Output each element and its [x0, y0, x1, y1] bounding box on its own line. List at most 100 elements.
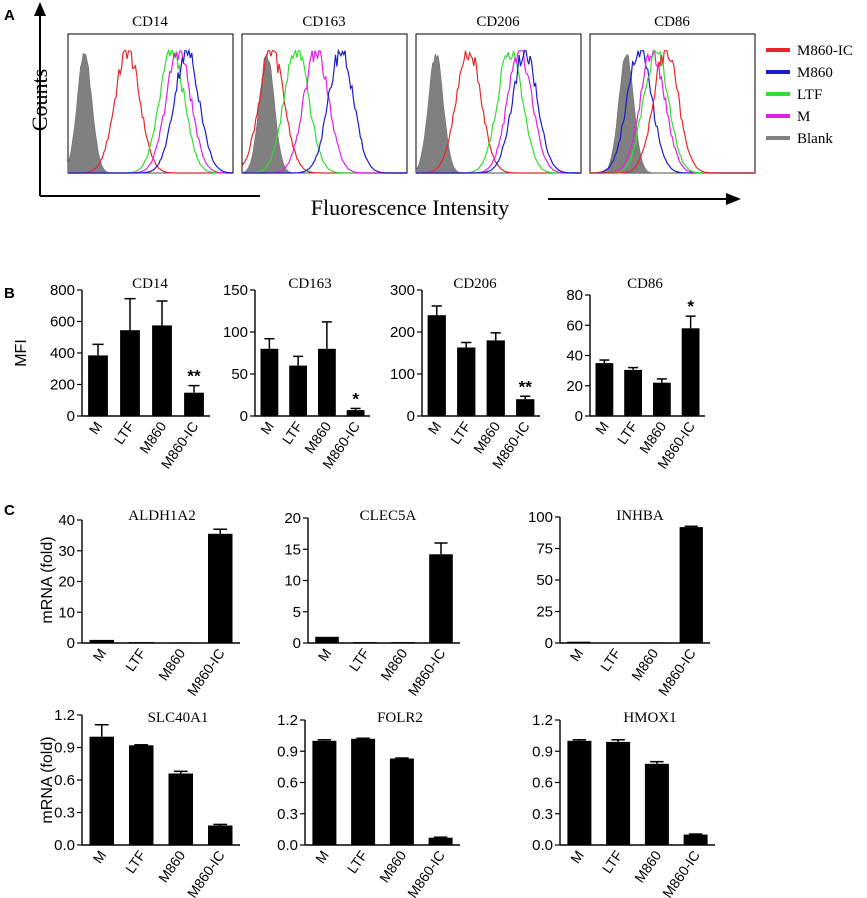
y-tick-label: 0: [293, 635, 301, 652]
chart-title: CD163: [288, 276, 331, 292]
y-tick-label: 0.9: [54, 740, 75, 757]
bar: [351, 738, 376, 846]
x-tick-label: M: [86, 419, 106, 438]
x-tick-label: M860-IC: [405, 646, 449, 699]
y-tick-label: 60: [566, 317, 583, 334]
y-tick-label: 0.6: [54, 772, 75, 789]
x-tick-label: M860-IC: [404, 848, 448, 898]
x-tick-label: M: [312, 848, 332, 867]
histogram-curve-blank: [415, 53, 581, 174]
y-tick-label: 40: [58, 512, 75, 529]
bar: [289, 365, 307, 416]
significance-label: *: [687, 297, 694, 316]
chart-title: HMOX1: [623, 710, 676, 726]
x-tick-label: M860: [377, 645, 410, 683]
y-tick-label: 800: [50, 282, 75, 299]
bar: [318, 348, 336, 416]
x-tick-label: M860-IC: [659, 848, 703, 898]
histogram-curve-m860: [589, 50, 755, 174]
bar: [260, 348, 279, 416]
chart-title: FOLR2: [377, 710, 423, 726]
y-tick-label: 20: [284, 510, 301, 527]
x-tick-label: LTF: [597, 646, 624, 675]
bar: [168, 773, 193, 845]
bar: [88, 355, 108, 416]
bar-chart-aldh1a2: 0 10 20 30 40 ALDH1A2 mRNA (fold) M LTF M860M860-…: [39, 508, 240, 699]
y-tick-label: 100: [390, 366, 415, 383]
y-tick-label: 5: [293, 604, 301, 621]
bar: [428, 837, 453, 845]
bar: [516, 399, 535, 416]
y-tick-label: 50: [231, 366, 248, 383]
y-tick-label: 0.6: [277, 775, 298, 792]
y-tick-label: 0.9: [532, 743, 553, 760]
bar: [208, 533, 233, 643]
y-tick-label: 80: [566, 287, 583, 304]
histogram-title: CD206: [476, 14, 520, 30]
x-tick-label: M: [89, 646, 109, 665]
x-tick-label: LTF: [614, 419, 641, 448]
y-tick-label: 0.6: [532, 775, 553, 792]
bar: [89, 736, 114, 845]
bar: [89, 639, 114, 643]
y-tick-label: 600: [50, 314, 75, 331]
bar: [129, 745, 154, 845]
y-tick-label: 20: [566, 378, 583, 395]
histogram-curve-m860: [416, 50, 581, 174]
histogram-curve-blank: [67, 53, 233, 174]
legend-label: Blank: [797, 131, 833, 147]
y-tick-label: 0: [407, 408, 415, 425]
legend-label: M860-IC: [797, 43, 853, 59]
counts-axis-label: Counts: [27, 69, 52, 131]
x-tick-label: M860-IC: [184, 848, 228, 898]
y-tick-label: 100: [223, 324, 248, 341]
x-tick-label: M: [424, 419, 444, 438]
x-tick-label: M860: [136, 418, 169, 456]
y-tick-label: 200: [390, 324, 415, 341]
bar: [346, 410, 365, 416]
chart-title: CD86: [627, 276, 663, 292]
bar: [312, 740, 337, 845]
chart-title: SLC40A1: [148, 710, 209, 726]
histogram-curve-m860-ic: [68, 50, 233, 174]
histogram-curve-m860-ic: [590, 50, 755, 174]
histogram-legend: M860-IC M860 LTF M Blank: [766, 43, 853, 147]
bar: [642, 642, 666, 644]
y-tick-label: 0: [240, 408, 248, 425]
panel-a-axes: Counts Fluorescence Intensity: [27, 2, 741, 220]
y-tick-label: 0: [67, 635, 75, 652]
x-tick-label: M860-IC: [655, 646, 699, 699]
panel-label-c: C: [4, 502, 15, 519]
bar: [427, 315, 446, 416]
x-tick-label: M: [257, 419, 277, 438]
x-tick-label: LTF: [111, 419, 138, 448]
y-tick-label: 100: [528, 509, 553, 526]
bar: [129, 642, 154, 643]
chart-title: CD206: [453, 276, 497, 292]
x-tick-label: M860: [155, 847, 188, 885]
bar: [683, 834, 708, 845]
counts-axis-arrow-icon: [34, 2, 46, 16]
y-axis-label: MFI: [13, 339, 30, 367]
bar: [679, 527, 703, 643]
legend-label: M860: [797, 65, 833, 81]
y-tick-label: 0.0: [54, 837, 75, 854]
panel-label-a: A: [4, 7, 15, 24]
y-tick-label: 10: [58, 604, 75, 621]
x-tick-label: M: [566, 646, 586, 665]
x-tick-label: LTF: [447, 419, 474, 448]
bar: [389, 758, 414, 845]
x-tick-label: M860-IC: [184, 646, 228, 699]
y-tick-label: 0.0: [532, 837, 553, 854]
y-tick-label: 50: [536, 572, 553, 589]
y-tick-label: 10: [284, 573, 301, 590]
fluorescence-axis-label: Fluorescence Intensity: [311, 195, 510, 220]
bar: [595, 363, 614, 416]
bar: [486, 340, 505, 416]
bar: [120, 330, 140, 416]
bar: [353, 642, 377, 643]
